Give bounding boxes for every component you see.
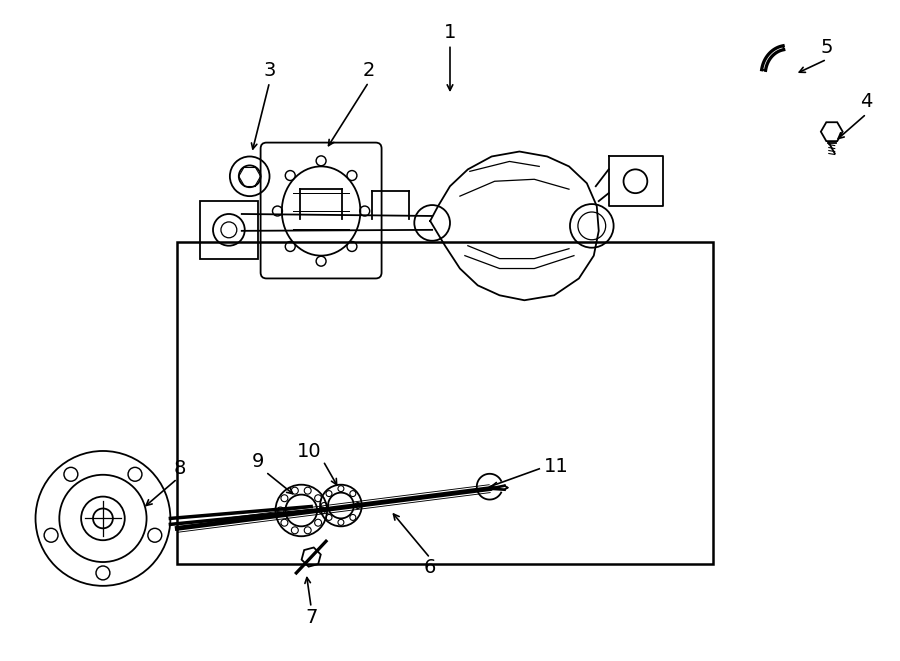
Text: 8: 8 bbox=[174, 459, 186, 479]
Text: 7: 7 bbox=[305, 608, 318, 627]
Text: 10: 10 bbox=[297, 442, 321, 461]
Text: 4: 4 bbox=[860, 93, 873, 112]
Text: 9: 9 bbox=[251, 452, 264, 471]
Bar bbox=[200, 201, 257, 258]
Text: 1: 1 bbox=[444, 23, 456, 42]
Text: 5: 5 bbox=[821, 38, 833, 57]
Text: 6: 6 bbox=[424, 559, 436, 578]
Text: 2: 2 bbox=[363, 61, 375, 80]
Text: 11: 11 bbox=[544, 457, 569, 477]
Text: 3: 3 bbox=[264, 61, 275, 80]
Bar bbox=[177, 242, 713, 564]
